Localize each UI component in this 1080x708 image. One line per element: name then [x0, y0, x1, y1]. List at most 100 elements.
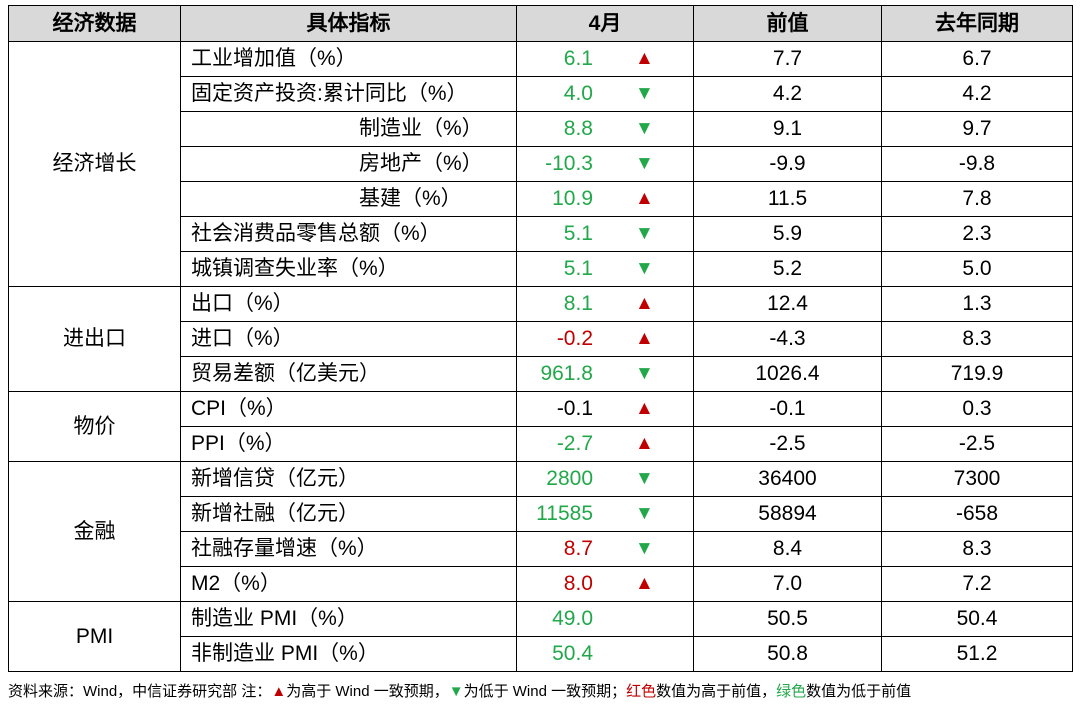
previous-value: -2.5 [693, 426, 882, 462]
footnote-down-text: 为低于 Wind 一致预期； [463, 683, 627, 700]
indicator-cell: 制造业（%） [180, 111, 517, 147]
triangle-down-icon: ▼ [635, 83, 654, 104]
current-cell: -2.7 ▲ [516, 426, 694, 462]
previous-value: -0.1 [693, 391, 882, 427]
last-year-value: 2.3 [881, 216, 1073, 252]
current-cell: 8.1 ▲ [516, 286, 694, 322]
triangle-up-icon: ▲ [635, 398, 654, 419]
current-value: 8.0 [563, 572, 593, 595]
triangle-down-icon: ▼ [635, 363, 654, 384]
previous-value: 12.4 [693, 286, 882, 322]
up-arrow-icon: ▲ [271, 683, 287, 700]
current-value: -0.1 [556, 397, 593, 420]
last-year-value: 719.9 [881, 356, 1073, 392]
indicator-cell: 社融存量增速（%） [180, 531, 517, 567]
footnote-up-text: 为高于 Wind 一致预期， [286, 683, 449, 700]
indicator-cell: 新增社融（亿元） [180, 496, 517, 532]
previous-value: 5.9 [693, 216, 882, 252]
triangle-up-icon: ▲ [635, 433, 654, 454]
table-row: 贸易差额（亿美元） 961.8 ▼ 1026.4 719.9 [9, 356, 1073, 392]
last-year-value: 1.3 [881, 286, 1073, 322]
current-cell: -0.2 ▲ [516, 321, 694, 357]
current-value: 8.7 [563, 537, 593, 560]
current-value: -2.7 [556, 432, 593, 455]
current-cell: 961.8 ▼ [516, 356, 694, 392]
last-year-value: 6.7 [881, 41, 1073, 77]
current-value: 6.1 [563, 47, 593, 70]
category-cell: 经济增长 [8, 41, 181, 287]
down-arrow-icon: ▼ [448, 683, 464, 700]
last-year-value: 4.2 [881, 76, 1073, 112]
previous-value: 7.7 [693, 41, 882, 77]
current-value: 8.1 [563, 292, 593, 315]
current-value: 2800 [546, 467, 593, 490]
current-value: 50.4 [552, 642, 593, 665]
previous-value: 1026.4 [693, 356, 882, 392]
table-row: 城镇调查失业率（%） 5.1 ▼ 5.2 5.0 [9, 251, 1073, 287]
last-year-value: 9.7 [881, 111, 1073, 147]
indicator-cell: 新增信贷（亿元） [180, 461, 517, 497]
category-cell: 金融 [8, 461, 181, 602]
triangle-down-icon: ▼ [635, 468, 654, 489]
indicator-label: 新增社融（亿元） [191, 502, 359, 525]
current-value: -10.3 [545, 152, 593, 175]
triangle-up-icon: ▲ [635, 188, 654, 209]
previous-value: 4.2 [693, 76, 882, 112]
table-row: 经济增长 工业增加值（%） 6.1 ▲ 7.7 6.7 [8, 41, 1073, 287]
triangle-up-icon: ▲ [635, 573, 654, 594]
current-cell: 10.9 ▲ [516, 181, 694, 217]
table-row: 物价 CPI（%） -0.1 ▲ -0.1 0.3 [8, 391, 1073, 462]
indicator-cell: M2（%） [180, 566, 517, 602]
indicator-cell: 社会消费品零售总额（%） [180, 216, 517, 252]
indicator-label: 制造业 PMI（%） [191, 607, 358, 630]
current-value: 5.1 [563, 222, 593, 245]
table-body: 经济增长 工业增加值（%） 6.1 ▲ 7.7 6.7 固定资产投资:累计同比（%） 4.0 ▼… [8, 41, 1073, 672]
footnote-green-word: 绿色 [776, 683, 807, 700]
table-row: 进口（%） -0.2 ▲ -4.3 8.3 [9, 321, 1073, 357]
footnote-source: 资料来源：Wind，中信证券研究部 注： [8, 683, 272, 700]
triangle-down-icon: ▼ [635, 503, 654, 524]
table-row: PPI（%） -2.7 ▲ -2.5 -2.5 [9, 426, 1073, 462]
footnote-red-text: 数值为高于前值， [656, 683, 777, 700]
header-category: 经济数据 [8, 5, 181, 42]
header-current: 4月 [516, 5, 694, 42]
current-cell: 8.8 ▼ [516, 111, 694, 147]
current-value: 961.8 [540, 362, 593, 385]
indicator-cell: 制造业 PMI（%） [180, 601, 517, 637]
table-row: 房地产（%） -10.3 ▼ -9.9 -9.8 [9, 146, 1073, 182]
current-cell: -0.1 ▲ [516, 391, 694, 427]
last-year-value: 5.0 [881, 251, 1073, 287]
table-row: PMI 制造业 PMI（%） 49.0 50.5 50.4 [8, 601, 1073, 672]
indicator-cell: PPI（%） [180, 426, 517, 462]
indicator-label: 基建（%） [359, 187, 462, 210]
triangle-down-icon: ▼ [635, 153, 654, 174]
indicator-cell: 基建（%） [180, 181, 517, 217]
table-row: 金融 新增信贷（亿元） 2800 ▼ 36400 7300 [8, 461, 1073, 602]
last-year-value: -658 [881, 496, 1073, 532]
previous-value: 36400 [693, 461, 882, 497]
indicator-label: 进口（%） [191, 327, 294, 350]
current-cell: 50.4 [516, 636, 694, 672]
indicator-label: PPI（%） [191, 432, 286, 455]
current-cell: 11585 ▼ [516, 496, 694, 532]
last-year-value: 7.8 [881, 181, 1073, 217]
indicator-cell: 进口（%） [180, 321, 517, 357]
previous-value: 7.0 [693, 566, 882, 602]
triangle-up-icon: ▲ [635, 328, 654, 349]
triangle-down-icon: ▼ [635, 538, 654, 559]
previous-value: 58894 [693, 496, 882, 532]
header-indicator: 具体指标 [180, 5, 517, 42]
table-row: M2（%） 8.0 ▲ 7.0 7.2 [9, 566, 1073, 602]
current-value: 10.9 [552, 187, 593, 210]
last-year-value: 0.3 [881, 391, 1073, 427]
indicator-cell: 工业增加值（%） [180, 41, 517, 77]
current-cell: 8.0 ▲ [516, 566, 694, 602]
current-cell: 49.0 [516, 601, 694, 637]
last-year-value: -2.5 [881, 426, 1073, 462]
current-value: -0.2 [556, 327, 593, 350]
indicator-cell: 出口（%） [180, 286, 517, 322]
header-previous: 前值 [693, 5, 882, 42]
indicator-label: 出口（%） [191, 292, 294, 315]
previous-value: -4.3 [693, 321, 882, 357]
